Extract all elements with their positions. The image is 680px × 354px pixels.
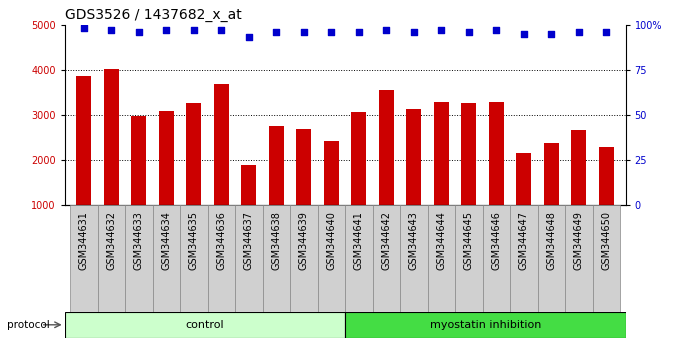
Bar: [104, 69, 119, 205]
Text: GSM344641: GSM344641: [354, 211, 364, 269]
Point: [243, 35, 254, 40]
Bar: [296, 129, 311, 205]
Text: GSM344639: GSM344639: [299, 211, 309, 269]
Bar: [235, 205, 262, 312]
Bar: [345, 205, 373, 312]
Text: GSM344642: GSM344642: [381, 211, 392, 270]
Text: GSM344645: GSM344645: [464, 211, 474, 270]
Bar: [241, 165, 256, 205]
Bar: [159, 112, 174, 205]
Point: [381, 27, 392, 33]
Point: [161, 27, 172, 33]
Bar: [290, 205, 318, 312]
Bar: [186, 103, 201, 205]
Point: [518, 31, 529, 37]
Bar: [65, 312, 345, 338]
Text: control: control: [186, 320, 224, 330]
Bar: [98, 205, 125, 312]
Point: [78, 25, 89, 31]
Point: [271, 29, 282, 35]
Text: GSM344638: GSM344638: [271, 211, 282, 269]
Text: GSM344633: GSM344633: [134, 211, 144, 269]
Bar: [461, 103, 477, 205]
Text: GSM344634: GSM344634: [161, 211, 171, 269]
Bar: [538, 205, 565, 312]
Bar: [599, 147, 614, 205]
Point: [463, 29, 474, 35]
Bar: [269, 126, 284, 205]
Bar: [125, 205, 152, 312]
Text: GSM344631: GSM344631: [79, 211, 89, 269]
Bar: [406, 109, 422, 205]
Bar: [592, 205, 620, 312]
Text: myostatin inhibition: myostatin inhibition: [430, 320, 541, 330]
Text: GSM344644: GSM344644: [437, 211, 446, 269]
Point: [106, 27, 117, 33]
Bar: [324, 141, 339, 205]
Bar: [400, 205, 428, 312]
Text: GSM344648: GSM344648: [546, 211, 556, 269]
Point: [326, 29, 337, 35]
Text: GSM344637: GSM344637: [244, 211, 254, 270]
Bar: [455, 205, 483, 312]
Point: [216, 27, 227, 33]
Bar: [571, 130, 586, 205]
Bar: [76, 76, 91, 205]
Bar: [207, 205, 235, 312]
Text: GSM344643: GSM344643: [409, 211, 419, 269]
Bar: [379, 90, 394, 205]
Text: GSM344632: GSM344632: [106, 211, 116, 270]
Bar: [152, 205, 180, 312]
Bar: [483, 205, 510, 312]
Text: GSM344640: GSM344640: [326, 211, 337, 269]
Text: GSM344646: GSM344646: [492, 211, 501, 269]
Text: GDS3526 / 1437682_x_at: GDS3526 / 1437682_x_at: [65, 8, 241, 22]
Bar: [214, 84, 229, 205]
Point: [409, 29, 420, 35]
Bar: [428, 205, 455, 312]
Bar: [544, 143, 559, 205]
Bar: [373, 205, 400, 312]
Bar: [180, 205, 207, 312]
Point: [491, 27, 502, 33]
Bar: [318, 205, 345, 312]
Text: protocol: protocol: [7, 320, 50, 330]
Bar: [565, 205, 592, 312]
Bar: [131, 115, 146, 205]
Text: GSM344636: GSM344636: [216, 211, 226, 269]
Bar: [510, 205, 538, 312]
Bar: [70, 205, 98, 312]
Text: GSM344647: GSM344647: [519, 211, 529, 270]
Point: [546, 31, 557, 37]
Point: [133, 29, 144, 35]
Bar: [345, 312, 626, 338]
Text: GSM344635: GSM344635: [189, 211, 199, 270]
Point: [188, 27, 199, 33]
Point: [436, 27, 447, 33]
Bar: [489, 102, 504, 205]
Point: [299, 29, 309, 35]
Point: [601, 29, 612, 35]
Text: GSM344649: GSM344649: [574, 211, 584, 269]
Bar: [434, 102, 449, 205]
Point: [573, 29, 584, 35]
Text: GSM344650: GSM344650: [601, 211, 611, 270]
Bar: [262, 205, 290, 312]
Bar: [516, 153, 531, 205]
Point: [354, 29, 364, 35]
Bar: [352, 112, 367, 205]
